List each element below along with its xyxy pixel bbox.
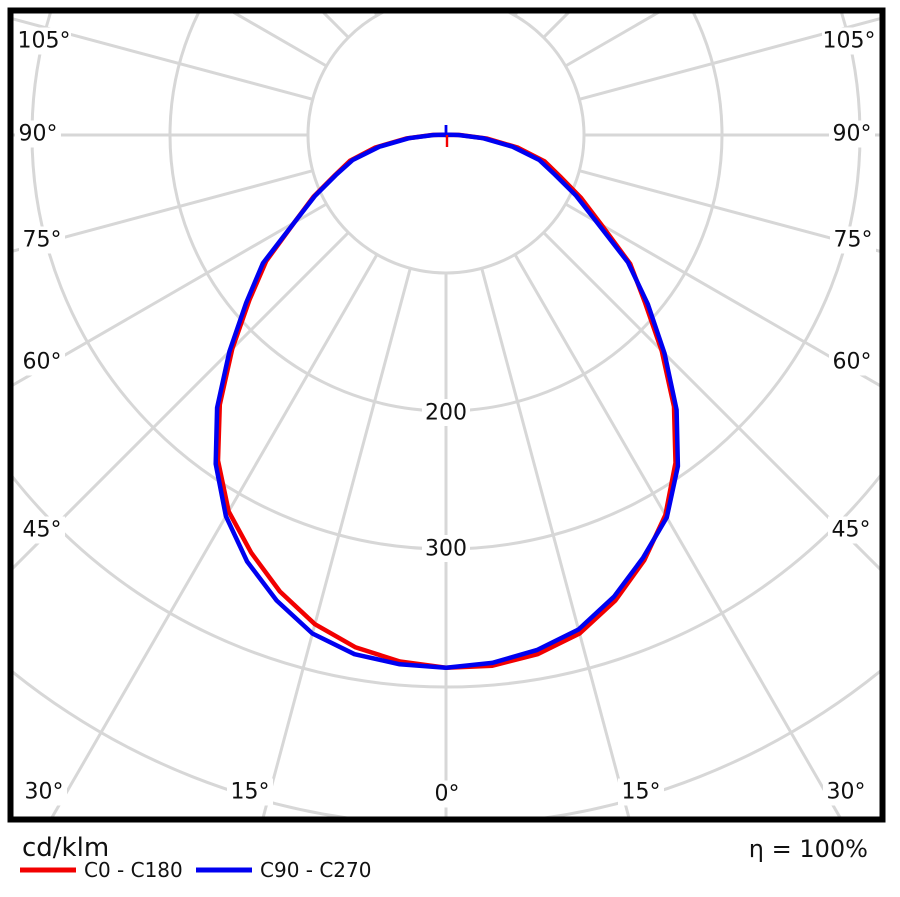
grid-ray-30 xyxy=(513,253,842,817)
intensity-curves xyxy=(213,125,681,670)
angle-label: 90° xyxy=(19,122,58,147)
grid-ray-105 xyxy=(578,17,880,101)
angle-label: 105° xyxy=(18,29,71,54)
angle-label-halo xyxy=(21,778,67,806)
angle-label-halo xyxy=(17,27,71,55)
angle-label-halo xyxy=(227,778,273,806)
angle-label: 60° xyxy=(833,350,872,375)
angle-label-halo xyxy=(431,780,463,808)
angle-label: 0° xyxy=(435,782,460,807)
legend-label-c90-c270: C90 - C270 xyxy=(260,858,371,882)
angle-label-halo xyxy=(19,348,65,376)
angle-labels: 105° 90° 75° 60° 45° 30° 15° 0° 15° 30° 45° 60° 75° 9… xyxy=(15,27,876,808)
ring-label-halo xyxy=(422,399,470,426)
angle-label: 15° xyxy=(231,780,270,805)
angle-label-halo xyxy=(828,516,874,544)
ring-label: 200 xyxy=(425,401,467,426)
angle-label-halo xyxy=(830,226,876,254)
angle-label-halo xyxy=(822,27,876,55)
angle-label-halo xyxy=(823,778,869,806)
angle-label-halo xyxy=(829,120,875,148)
grid-ray-300 xyxy=(13,202,328,387)
grid-ray-75 xyxy=(578,169,880,253)
angle-label: 75° xyxy=(834,228,873,253)
legend: cd/klm C0 - C180 C90 - C270 η = 100% xyxy=(20,833,868,882)
angle-label: 60° xyxy=(23,350,62,375)
angle-label: 45° xyxy=(23,518,62,543)
angle-label: 45° xyxy=(832,518,871,543)
grid-ray-285 xyxy=(13,169,314,253)
legend-label-c0-c180: C0 - C180 xyxy=(84,858,183,882)
angle-label-halo xyxy=(618,778,664,806)
grid-ray-255 xyxy=(13,17,314,101)
angle-label-halo xyxy=(15,120,61,148)
angle-label-halo xyxy=(829,348,875,376)
curve-c90-c270 xyxy=(213,132,681,670)
grid-ray-330 xyxy=(50,253,379,817)
angle-label: 75° xyxy=(23,228,62,253)
grid-ray-315 xyxy=(13,231,350,570)
angle-label-halo xyxy=(19,226,65,254)
ring-label-halo xyxy=(422,535,470,562)
ring-label: 300 xyxy=(425,537,467,562)
angle-label: 30° xyxy=(25,780,64,805)
grid-ray-60 xyxy=(564,202,880,388)
angle-label: 105° xyxy=(823,29,876,54)
plot-border xyxy=(7,7,886,823)
angle-label: 15° xyxy=(622,780,661,805)
angle-label: 90° xyxy=(833,122,872,147)
unit-label: cd/klm xyxy=(22,833,109,863)
ring-labels: 200 300 xyxy=(422,399,470,562)
angle-label-halo xyxy=(19,516,65,544)
angle-label: 30° xyxy=(827,780,866,805)
efficiency-label: η = 100% xyxy=(749,835,868,863)
grid-ray-45 xyxy=(542,231,880,571)
